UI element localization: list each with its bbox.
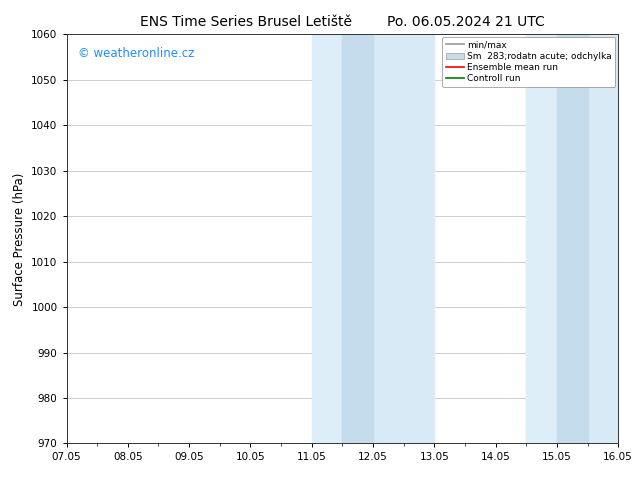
Legend: min/max, Sm  283;rodatn acute; odchylka, Ensemble mean run, Controll run: min/max, Sm 283;rodatn acute; odchylka, …	[442, 37, 616, 87]
Text: © weatheronline.cz: © weatheronline.cz	[77, 47, 194, 60]
Bar	[557, 34, 588, 443]
Bar	[526, 34, 557, 443]
Bar	[557, 34, 618, 443]
Y-axis label: Surface Pressure (hPa): Surface Pressure (hPa)	[13, 172, 26, 306]
Bar	[312, 34, 342, 443]
Bar	[342, 34, 373, 443]
Title: ENS Time Series Brusel Letiště        Po. 06.05.2024 21 UTC: ENS Time Series Brusel Letiště Po. 06.05…	[140, 15, 545, 29]
Bar	[342, 34, 434, 443]
